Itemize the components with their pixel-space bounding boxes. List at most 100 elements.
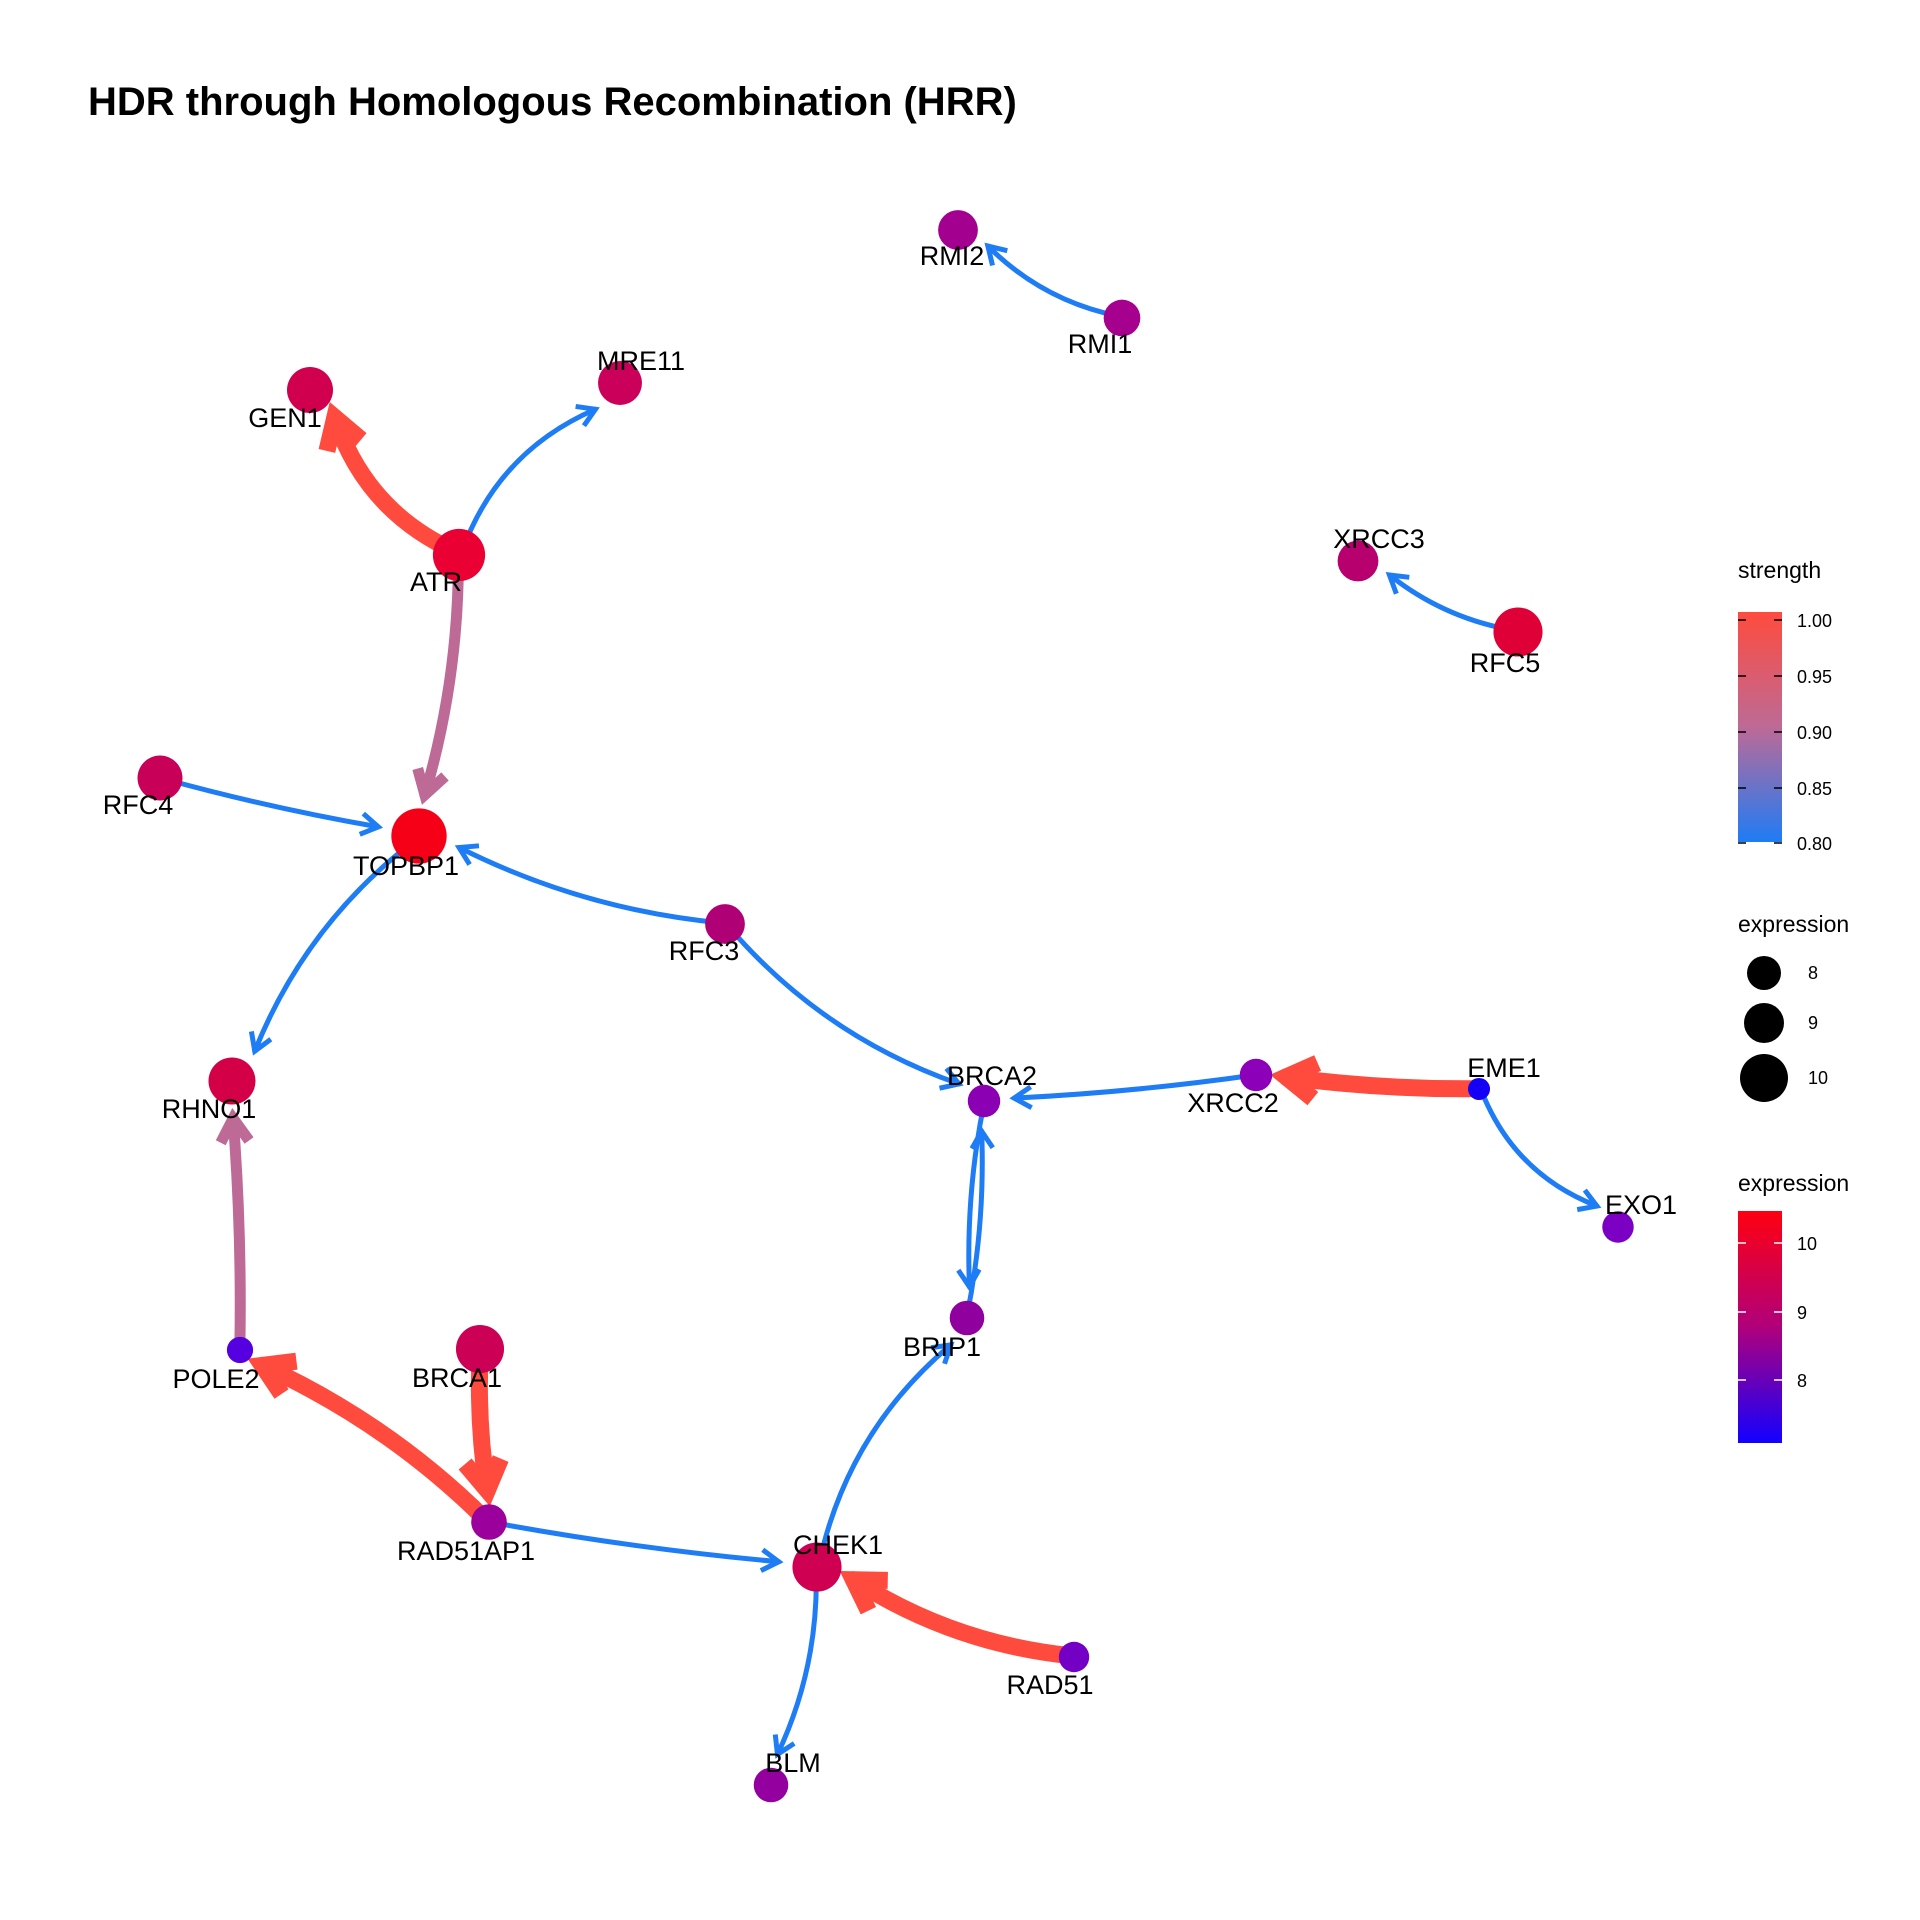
node-brip1[interactable] xyxy=(949,1300,985,1336)
node-xrcc2[interactable] xyxy=(1239,1058,1273,1092)
edge-topbp1-to-rhno1 xyxy=(252,836,420,1054)
edge-eme1-to-xrcc2 xyxy=(1277,1068,1484,1098)
node-topbp1[interactable] xyxy=(391,808,447,864)
node-label-xrcc2: XRCC2 xyxy=(1187,1088,1279,1118)
edge-arrowhead xyxy=(247,1352,298,1399)
node-label-brip1: BRIP1 xyxy=(903,1332,981,1362)
legend-expression-color: expression 10 9 8 xyxy=(1738,1170,1849,1443)
legend-strength-tick: 0.95 xyxy=(1797,667,1832,687)
labels-layer: RMI2 RMI1 MRE11 GEN1 ATR XRCC3 RFC5 RFC4 TOPBP1 R… xyxy=(103,241,1677,1778)
legend-strength-tick: 0.80 xyxy=(1797,834,1832,854)
legend-size-tick: 8 xyxy=(1808,963,1818,983)
node-label-rfc5: RFC5 xyxy=(1470,648,1541,678)
legend-size-tick: 10 xyxy=(1808,1068,1828,1088)
edge-rfc4-to-topbp1 xyxy=(161,776,381,830)
node-label-rfc4: RFC4 xyxy=(103,790,174,820)
edge-arrowhead xyxy=(458,1455,509,1507)
node-gen1[interactable] xyxy=(287,367,333,413)
legend-expression-size: expression 8 9 10 xyxy=(1738,911,1849,1102)
node-label-exo1: EXO1 xyxy=(1605,1190,1677,1220)
node-blm[interactable] xyxy=(753,1767,789,1803)
edge-rad51-to-chek1 xyxy=(844,1571,1079,1665)
legend-expression-tick: 10 xyxy=(1797,1234,1817,1254)
edge-arrowhead xyxy=(454,843,480,866)
edge-arrowhead xyxy=(969,1126,995,1150)
edge-arrowhead xyxy=(1270,1055,1322,1106)
node-chek1[interactable] xyxy=(792,1542,842,1592)
legend-expression-tick: 8 xyxy=(1797,1371,1807,1391)
node-label-brca2: BRCA2 xyxy=(947,1061,1037,1091)
edge-rfc3-to-brca2 xyxy=(725,923,962,1087)
edge-arrowhead xyxy=(575,403,600,428)
edge-rad51ap1-to-chek1 xyxy=(490,1520,782,1565)
legend-expression-size-title: expression xyxy=(1738,911,1849,937)
legend-expression-tick: 9 xyxy=(1797,1303,1807,1323)
edge-pole2-to-rhno1 xyxy=(227,1113,246,1352)
edge-atr-to-gen1 xyxy=(326,408,465,561)
edges-layer xyxy=(161,242,1602,1759)
node-rmi2[interactable] xyxy=(938,210,978,250)
node-label-rad51: RAD51 xyxy=(1006,1670,1093,1700)
node-label-brca1: BRCA1 xyxy=(412,1363,502,1393)
legend-size-dot xyxy=(1740,1054,1788,1102)
node-label-chek1: CHEK1 xyxy=(793,1530,883,1560)
edge-xrcc2-to-brca2 xyxy=(1011,1072,1255,1101)
node-label-rmi2: RMI2 xyxy=(920,241,985,271)
legend-expression-ticks xyxy=(1738,1242,1782,1381)
node-rfc3[interactable] xyxy=(705,904,745,944)
legend-strength-tick: 0.90 xyxy=(1797,723,1832,743)
node-rfc4[interactable] xyxy=(137,755,183,801)
edge-chek1-to-blm xyxy=(774,1568,819,1757)
node-label-xrcc3: XRCC3 xyxy=(1333,524,1425,554)
node-label-blm: BLM xyxy=(765,1748,821,1778)
node-brca2[interactable] xyxy=(967,1084,1001,1118)
node-label-rad51ap1: RAD51AP1 xyxy=(397,1536,535,1566)
edge-arrowhead xyxy=(248,1031,273,1056)
node-label-rmi1: RMI1 xyxy=(1068,329,1133,359)
legend-expression-color-title: expression xyxy=(1738,1170,1849,1196)
edge-arrowhead xyxy=(1576,1188,1602,1213)
edge-arrowhead xyxy=(1385,571,1410,595)
edge-atr-to-mre11 xyxy=(459,406,598,555)
edge-eme1-to-exo1 xyxy=(1479,1089,1600,1209)
legend-size-dot xyxy=(1747,956,1781,990)
legend-size-tick: 9 xyxy=(1808,1013,1818,1033)
legend-strength-title: strength xyxy=(1738,557,1821,583)
legend-strength-tick: 0.85 xyxy=(1797,779,1832,799)
edge-brip1-to-brca2 xyxy=(964,1128,985,1317)
node-mre11[interactable] xyxy=(598,361,642,405)
node-atr[interactable] xyxy=(432,528,486,582)
edge-atr-to-topbp1 xyxy=(419,553,464,801)
node-rhno1[interactable] xyxy=(208,1057,256,1105)
edge-chek1-to-brip1 xyxy=(816,1342,954,1567)
legend-strength-tick: 1.00 xyxy=(1797,611,1832,631)
edge-arrowhead xyxy=(930,1341,955,1365)
node-label-pole2: POLE2 xyxy=(172,1364,259,1394)
edge-arrowhead xyxy=(839,1570,888,1615)
edge-arrowhead xyxy=(358,811,384,837)
node-brca1[interactable] xyxy=(455,1324,505,1374)
node-eme1[interactable] xyxy=(1467,1077,1491,1101)
edge-rad51ap1-to-pole2 xyxy=(253,1356,495,1529)
node-label-rfc3: RFC3 xyxy=(669,936,740,966)
node-xrcc3[interactable] xyxy=(1337,540,1379,582)
node-rfc5[interactable] xyxy=(1493,607,1543,657)
edge-arrowhead xyxy=(1009,1084,1033,1110)
node-rmi1[interactable] xyxy=(1103,299,1141,337)
node-rad51ap1[interactable] xyxy=(471,1504,507,1540)
node-pole2[interactable] xyxy=(226,1336,254,1364)
node-label-atr: ATR xyxy=(410,567,462,597)
edge-arrowhead xyxy=(772,1734,796,1759)
edge-arrowhead xyxy=(215,1108,254,1146)
node-exo1[interactable] xyxy=(1602,1211,1634,1243)
node-label-topbp1: TOPBP1 xyxy=(353,851,459,881)
edge-rfc3-to-topbp1 xyxy=(456,845,724,926)
legend-size-dot xyxy=(1744,1003,1784,1043)
node-label-eme1: EME1 xyxy=(1467,1053,1541,1083)
node-label-mre11: MRE11 xyxy=(597,346,685,376)
node-label-gen1: GEN1 xyxy=(248,403,322,433)
nodes-layer xyxy=(137,210,1634,1803)
node-rad51[interactable] xyxy=(1058,1641,1090,1673)
edge-arrowhead xyxy=(984,242,1008,267)
